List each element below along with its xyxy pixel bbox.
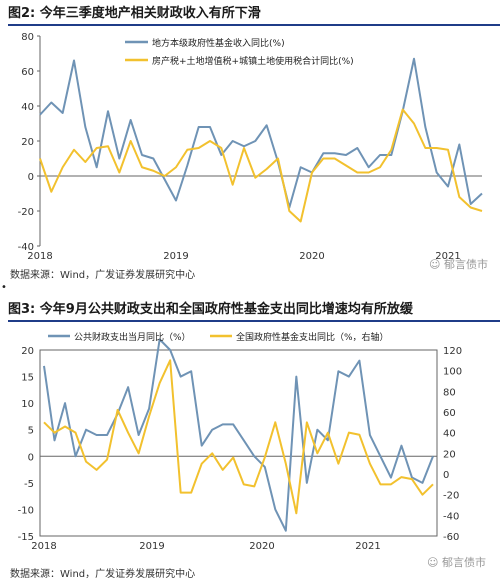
y-tick-label-right: 0 — [443, 470, 449, 481]
x-tick-label: 2021 — [355, 541, 380, 552]
legend-label: 地方本级政府性基金收入同比(%) — [152, 37, 285, 49]
y-tick-label-left: -10 — [18, 505, 34, 516]
figure-3: 图3: 今年9月公共财政支出和全国政府性基金支出同比增速均有所放缓 -15 -10… — [0, 296, 500, 583]
y-tick-label-right: 80 — [443, 387, 456, 398]
y-tick-label: 60 — [21, 67, 34, 78]
watermark: ☺ 郁言债市 — [427, 556, 486, 569]
y-tick-label-left: -5 — [24, 479, 34, 490]
y-tick-label-left: 5 — [28, 426, 34, 437]
figure-title-bar: 图3: 今年9月公共财政支出和全国政府性基金支出同比增速均有所放缓 — [8, 298, 500, 322]
chart-figure-3: -15 -10 -5 0 5 10 15 20 -60 -40 -20 0 20 40 60 80 100 120… — [18, 331, 462, 552]
x-tick-label: 2018 — [31, 541, 56, 552]
y-tick-label-right: -40 — [443, 511, 459, 522]
figure-title-bar: 图2: 今年三季度地产相关财政收入有所下滑 — [8, 2, 500, 26]
y-tick-label-left: 0 — [28, 452, 34, 463]
x-tick-label: 2018 — [27, 251, 52, 262]
source-note: 数据来源：Wind，广发证券发展研究中心 — [10, 569, 196, 580]
figure-2: 图2: 今年三季度地产相关财政收入有所下滑 -40 -20 0 20 40 60 80 201… — [0, 0, 500, 281]
y-tick-label-right: 60 — [443, 408, 456, 419]
series-line-2 — [39, 108, 483, 223]
x-tick-label: 2020 — [299, 251, 324, 262]
source-note: 数据来源：Wind，广发证券发展研究中心 — [10, 270, 196, 281]
bullet-marker: • — [1, 282, 7, 293]
y-tick-label: 40 — [21, 102, 34, 113]
y-tick-label-right: 100 — [443, 367, 462, 378]
y-tick-label-right: 20 — [443, 449, 456, 460]
series-line-1 — [43, 338, 434, 532]
x-tick-label: 2019 — [139, 541, 164, 552]
y-tick-label-right: 40 — [443, 429, 456, 440]
y-tick-label-left: 15 — [21, 373, 34, 384]
y-tick-label-right: 120 — [443, 346, 462, 357]
series-line-1 — [39, 57, 483, 209]
y-tick-label-left: -15 — [18, 532, 34, 543]
y-tick-label: -40 — [18, 242, 34, 253]
y-tick-label-right: -20 — [443, 491, 459, 502]
figure-title: 图2: 今年三季度地产相关财政收入有所下滑 — [8, 6, 261, 21]
legend-label: 公共财政支出当月同比（%） — [74, 331, 191, 343]
series-line-2 — [43, 359, 434, 515]
plot-frame — [39, 349, 438, 537]
chart-figure-2: -40 -20 0 20 40 60 80 2018 2019 2020 2021 地方本级政府性基金… — [18, 32, 483, 262]
y-tick-label-right: -60 — [443, 532, 459, 543]
y-tick-label-left: 20 — [21, 346, 34, 357]
figure-title: 图3: 今年9月公共财政支出和全国政府性基金支出同比增速均有所放缓 — [8, 302, 413, 317]
x-tick-label: 2019 — [163, 251, 188, 262]
watermark: ☺ 郁言债市 — [429, 258, 488, 271]
x-tick-label: 2020 — [249, 541, 274, 552]
legend-label: 房产税+土地增值税+城镇土地使用税合计同比(%) — [152, 55, 354, 67]
x-tick-label: 2021 — [435, 251, 460, 262]
y-tick-label: 20 — [21, 137, 34, 148]
legend-label: 全国政府性基金支出同比（%，右轴） — [236, 331, 389, 343]
y-tick-label: 0 — [28, 172, 34, 183]
y-tick-label-left: 10 — [21, 399, 34, 410]
y-tick-label: 80 — [21, 32, 34, 43]
y-tick-label: -20 — [18, 207, 34, 218]
